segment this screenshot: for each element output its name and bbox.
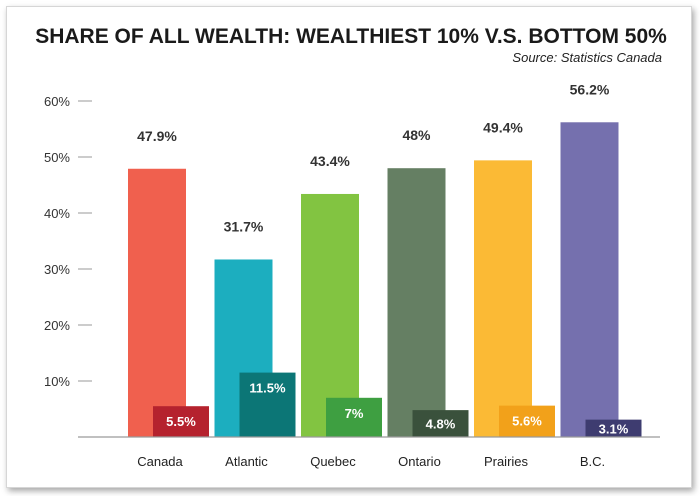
category-label: B.C. <box>580 454 605 469</box>
bar-top10-quebec <box>301 193 359 437</box>
bar-bottom50-prairies <box>499 405 555 437</box>
data-label-top10: 48% <box>402 127 431 143</box>
bar-top10-canada <box>128 168 186 437</box>
bar-top10-ontario <box>387 168 446 437</box>
y-tick-label: 40% <box>44 206 70 221</box>
data-label-top10: 43.4% <box>310 153 350 169</box>
y-tick-label: 20% <box>44 318 70 333</box>
data-label-top10: 56.2% <box>570 81 610 97</box>
chart-title: SHARE OF ALL WEALTH: WEALTHIEST 10% V.S.… <box>35 25 667 48</box>
bar-bottom50-bc <box>585 419 642 437</box>
y-tick-label: 50% <box>44 150 70 165</box>
data-label-bottom50: 3.1% <box>599 421 629 436</box>
data-label-bottom50: 5.5% <box>166 414 196 429</box>
y-tick-label: 30% <box>44 262 70 277</box>
data-label-bottom50: 7% <box>345 406 364 421</box>
category-label: Prairies <box>484 454 529 469</box>
bar-bottom50-quebec <box>326 397 382 437</box>
chart-subtitle: Source: Statistics Canada <box>512 50 662 65</box>
bars-group: 47.9% 5.5% Canada 31.7% 11.5% Atlantic 43.4% 7%… <box>128 81 642 469</box>
bar-bottom50-atlantic <box>239 372 296 437</box>
y-axis: 10% 20% 30% 40% 50% 60% <box>44 94 92 389</box>
data-label-bottom50: 5.6% <box>512 414 542 429</box>
y-tick-label: 10% <box>44 374 70 389</box>
category-label: Atlantic <box>225 454 268 469</box>
data-label-bottom50: 11.5% <box>249 381 286 396</box>
data-label-top10: 47.9% <box>137 128 177 144</box>
category-label: Canada <box>137 454 183 469</box>
y-tick-label: 60% <box>44 94 70 109</box>
data-label-bottom50: 4.8% <box>426 417 456 432</box>
data-label-top10: 31.7% <box>224 218 264 234</box>
bar-top10-bc <box>560 122 619 437</box>
category-label: Quebec <box>310 454 356 469</box>
bar-top10-prairies <box>474 160 532 438</box>
data-label-top10: 49.4% <box>483 119 523 135</box>
bar-bottom50-ontario <box>412 410 469 437</box>
bar-bottom50-canada <box>153 406 209 437</box>
category-label: Ontario <box>398 454 441 469</box>
